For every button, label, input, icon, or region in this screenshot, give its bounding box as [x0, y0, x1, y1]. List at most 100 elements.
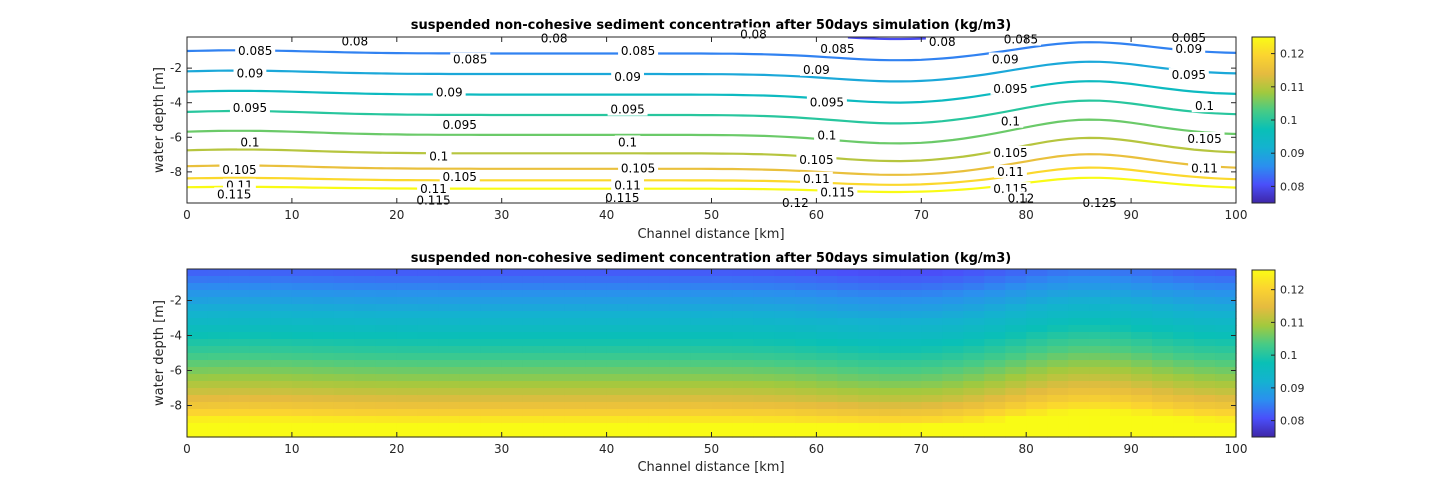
contour-label-bg — [439, 170, 480, 184]
heatmap-cell — [816, 297, 838, 305]
heatmap-cell — [354, 269, 377, 277]
heatmap-cell — [564, 388, 587, 396]
heatmap-cell — [291, 339, 314, 347]
heatmap-cell — [606, 311, 629, 319]
heatmap-cell — [438, 339, 461, 347]
heatmap-cell — [732, 430, 755, 438]
heatmap-cell — [1005, 423, 1027, 431]
heatmap-cell — [690, 409, 713, 417]
heatmap-cell — [1194, 290, 1216, 298]
heatmap-cell — [1110, 290, 1132, 298]
heatmap-cell — [1068, 430, 1090, 438]
heatmap-cell — [879, 395, 901, 403]
heatmap-cell — [1194, 409, 1216, 417]
heatmap-cell — [669, 381, 692, 389]
heatmap-cell — [1215, 353, 1237, 361]
heatmap-cell — [1131, 430, 1153, 438]
heatmap-cell — [480, 416, 503, 424]
heatmap-cell — [1068, 388, 1090, 396]
heatmap-cell — [333, 346, 356, 354]
heatmap-cell — [816, 409, 838, 417]
heatmap-cell — [753, 430, 776, 438]
heatmap-cell — [1047, 388, 1069, 396]
heatmap-cell — [627, 388, 650, 396]
heatmap-cell — [795, 325, 817, 333]
contour-label: 0.105 — [222, 163, 256, 177]
heatmap-cell — [1047, 276, 1069, 284]
heatmap-cell — [249, 311, 272, 319]
x-tick-label: 60 — [809, 442, 824, 456]
heatmap-cell — [732, 388, 755, 396]
heatmap-cell — [187, 332, 209, 340]
heatmap-cell — [711, 325, 734, 333]
heatmap-cell — [1194, 360, 1216, 368]
heatmap-cell — [858, 402, 880, 410]
heatmap-cell — [459, 283, 482, 291]
contour-label: 0.1 — [429, 149, 448, 163]
heatmap-cell — [900, 339, 922, 347]
heatmap-cell — [459, 339, 482, 347]
colorbar-tick-label: 0.08 — [1280, 415, 1305, 428]
heatmap-cell — [249, 360, 272, 368]
heatmap-cell — [480, 430, 503, 438]
heatmap-cell — [459, 346, 482, 354]
heatmap-cell — [879, 276, 901, 284]
heatmap-cell — [187, 423, 209, 431]
heatmap-cell — [858, 346, 880, 354]
colorbar-tick-label: 0.11 — [1280, 81, 1305, 94]
heatmap-cell — [669, 395, 692, 403]
heatmap-cell — [291, 381, 314, 389]
heatmap-cell — [249, 339, 272, 347]
heatmap-cell — [354, 318, 377, 326]
heatmap-cell — [690, 430, 713, 438]
heatmap-cell — [879, 297, 901, 305]
contour-label-bg — [611, 178, 644, 192]
heatmap-cell — [732, 409, 755, 417]
heatmap-cell — [606, 346, 629, 354]
contour-label: 0.08 — [541, 32, 568, 46]
heatmap-cell — [396, 318, 419, 326]
heatmap-cell — [585, 318, 608, 326]
heatmap-cell — [228, 325, 251, 333]
heatmap-cell — [900, 297, 922, 305]
heatmap-cell — [1152, 409, 1174, 417]
heatmap-cell — [501, 402, 524, 410]
heatmap-cell — [291, 416, 314, 424]
x-tick-label: 10 — [284, 208, 299, 222]
heatmap-cell — [1110, 304, 1132, 312]
heatmap-cell — [1173, 332, 1195, 340]
heatmap-cell — [690, 311, 713, 319]
heatmap-cell — [753, 276, 776, 284]
heatmap-cell — [1152, 318, 1174, 326]
heatmap-cell — [480, 402, 503, 410]
heatmap-cell — [1005, 283, 1027, 291]
contour-label-bg — [618, 161, 659, 175]
contour-label-bg — [611, 69, 644, 83]
heatmap-cell — [795, 423, 817, 431]
heatmap-cell — [207, 388, 230, 396]
contour-label-bg — [990, 81, 1031, 95]
heatmap-cell — [837, 276, 859, 284]
heatmap-cell — [1152, 290, 1174, 298]
heatmap-cell — [459, 332, 482, 340]
heatmap-cell — [1173, 360, 1195, 368]
heatmap-cell — [187, 402, 209, 410]
heatmap-cell — [858, 430, 880, 438]
heatmap-cell — [585, 311, 608, 319]
heatmap-cell — [228, 402, 251, 410]
heatmap-cell — [732, 311, 755, 319]
heatmap-cell — [270, 304, 293, 312]
contour-lines — [187, 37, 1236, 194]
heatmap-cell — [648, 339, 671, 347]
heatmap-cell — [1005, 346, 1027, 354]
contour-label-bg — [1000, 32, 1041, 46]
x-tick-label: 100 — [1225, 442, 1248, 456]
heatmap-cell — [690, 402, 713, 410]
heatmap-cell — [564, 325, 587, 333]
heatmap-cell — [774, 269, 797, 277]
contour-label-bg — [439, 118, 480, 132]
heatmap-cell — [543, 269, 566, 277]
heatmap-cell — [187, 269, 209, 277]
heatmap-cell — [669, 388, 692, 396]
heatmap-cell — [291, 395, 314, 403]
